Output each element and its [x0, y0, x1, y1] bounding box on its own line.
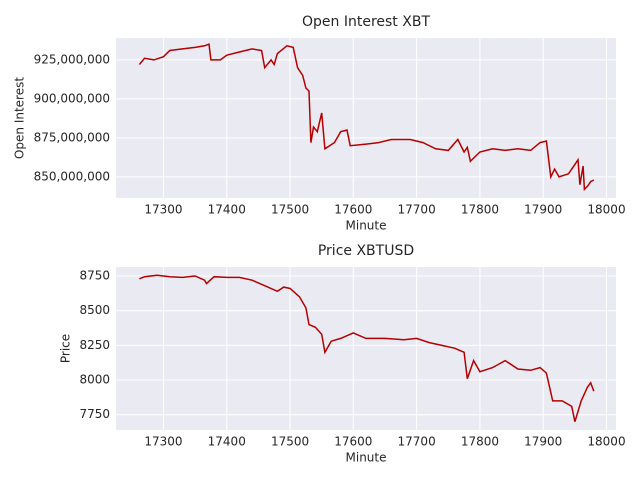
- x-axis-label: Minute: [346, 219, 387, 233]
- y-tick-label: 850,000,000: [34, 169, 110, 183]
- x-tick-label: 18000: [587, 203, 625, 217]
- y-axis-label: Price: [59, 334, 73, 363]
- x-tick-label: 17700: [398, 203, 436, 217]
- y-tick-label: 8500: [79, 303, 110, 317]
- x-tick-label: 17300: [144, 435, 182, 449]
- y-tick-label: 8000: [79, 373, 110, 387]
- plot-area: [116, 267, 616, 430]
- x-tick-label: 17500: [271, 435, 309, 449]
- y-tick-label: 8750: [79, 269, 110, 283]
- chart-title: Price XBTUSD: [318, 243, 414, 259]
- data-line: [138, 43, 595, 192]
- data-line: [139, 274, 595, 422]
- plot-area: [116, 38, 616, 198]
- x-tick-label: 17400: [208, 203, 246, 217]
- chart-title: Open Interest XBT: [302, 14, 430, 30]
- x-tick-label: 17900: [524, 435, 562, 449]
- y-tick-label: 8250: [79, 338, 110, 352]
- y-tick-label: 900,000,000: [34, 91, 110, 105]
- x-tick-label: 17500: [271, 203, 309, 217]
- x-tick-label: 17800: [461, 203, 499, 217]
- x-tick-label: 17300: [144, 203, 182, 217]
- x-tick-label: 17700: [398, 435, 436, 449]
- x-tick-label: 17400: [208, 435, 246, 449]
- y-tick-label: 7750: [79, 407, 110, 421]
- y-tick-label: 875,000,000: [34, 130, 110, 144]
- x-tick-label: 17800: [461, 435, 499, 449]
- x-axis-label: Minute: [346, 451, 387, 465]
- x-tick-label: 17600: [334, 203, 372, 217]
- x-tick-label: 18000: [587, 435, 625, 449]
- x-tick-label: 17900: [524, 203, 562, 217]
- y-axis-label: Open Interest: [13, 77, 27, 159]
- x-tick-label: 17600: [334, 435, 372, 449]
- y-tick-label: 925,000,000: [34, 52, 110, 66]
